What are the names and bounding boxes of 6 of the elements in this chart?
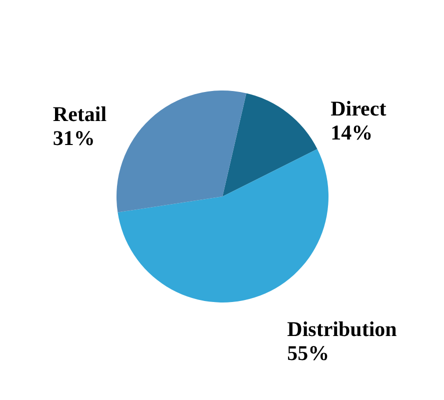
- data-label: 31%: [52, 126, 95, 150]
- slice-label: Distribution: [287, 317, 398, 341]
- slice-label: Direct: [330, 96, 386, 121]
- data-label: 14%: [330, 120, 373, 145]
- slice-label: Retail: [52, 102, 107, 126]
- data-label: 55%: [287, 341, 330, 365]
